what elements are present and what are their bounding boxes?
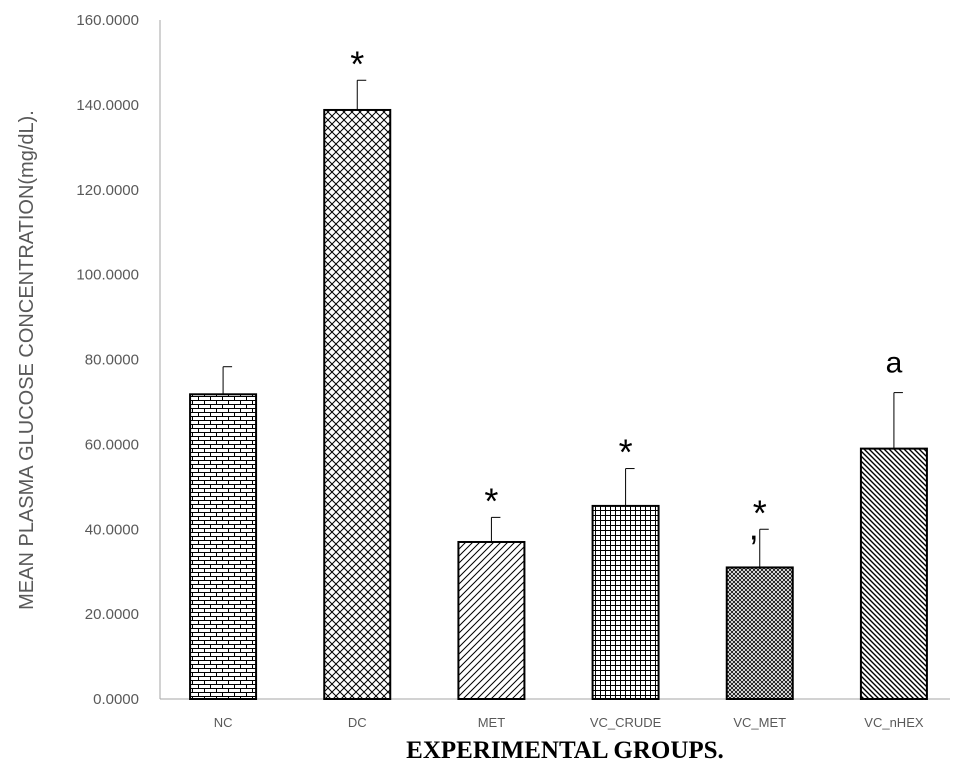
significance-annotation-mark: , [749, 506, 759, 547]
x-tick-label: MET [478, 715, 506, 730]
bar-vc-nhex [859, 447, 928, 700]
significance-annotation: * [753, 492, 767, 533]
x-tick-label: VC_MET [733, 715, 786, 730]
significance-annotation: * [484, 480, 498, 521]
significance-annotation: * [619, 432, 633, 473]
x-tick-label: VC_CRUDE [590, 715, 662, 730]
significance-annotation: * [350, 43, 364, 84]
significance-annotation: a [886, 347, 903, 380]
bar-met [457, 540, 526, 701]
x-tick-label: NC [214, 715, 233, 730]
y-axis-tick-labels: 0.0000 20.0000 40.0000 60.0000 80.0000 100.00… [76, 12, 139, 708]
y-tick-label: 100.0000 [76, 267, 139, 284]
bar-nc [189, 393, 258, 700]
bars-group [189, 108, 928, 701]
error-bars-group [222, 79, 903, 568]
y-tick-label: 160.0000 [76, 12, 139, 29]
y-axis-title: MEAN PLASMA GLUCOSE CONCENTRATION(mg/dL)… [16, 110, 38, 610]
y-tick-label: 120.0000 [76, 182, 139, 199]
bar-dc [323, 108, 392, 700]
y-tick-label: 40.0000 [85, 521, 139, 538]
y-tick-label: 80.0000 [85, 352, 139, 369]
x-axis-tick-labels: NC DC MET VC_CRUDE VC_MET VC_nHEX [214, 715, 924, 730]
y-tick-label: 60.0000 [85, 436, 139, 453]
x-tick-label: VC_nHEX [864, 715, 924, 730]
y-tick-label: 0.0000 [93, 691, 139, 708]
x-axis-title: EXPERIMENTAL GROUPS. [406, 737, 724, 764]
bar-vc-met [725, 566, 794, 700]
bar-vc-crude [591, 504, 660, 700]
y-tick-label: 20.0000 [85, 606, 139, 623]
annotations-group: * * * *, a [350, 43, 902, 547]
y-tick-label: 140.0000 [76, 97, 139, 114]
x-tick-label: DC [348, 715, 367, 730]
